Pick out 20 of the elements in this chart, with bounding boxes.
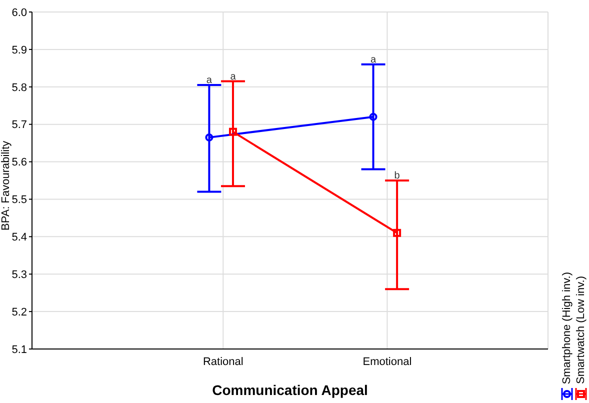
y-tick-label: 5.1 — [12, 344, 27, 356]
annotation: a — [230, 71, 236, 82]
y-axis-title: BPA: Favourability — [0, 140, 12, 230]
y-tick-label: 5.3 — [12, 269, 27, 282]
y-tick-label: 5.4 — [12, 232, 27, 244]
y-tick-label: 5.7 — [12, 119, 27, 132]
text: Smartwatch (Low inv.) — [575, 276, 587, 384]
annotation: a — [206, 75, 212, 86]
annotation: a — [370, 54, 376, 66]
y-tick-label: 5.6 — [12, 156, 27, 169]
text: Smartphone (High inv.) — [561, 272, 573, 384]
annotation: b — [394, 170, 400, 182]
y-tick-label: 6.0 — [12, 6, 27, 19]
y-tick-label: 5.8 — [12, 82, 27, 94]
x-tick-label: Rational — [202, 356, 244, 368]
y-tick-label: 5.2 — [12, 306, 27, 318]
y-tick-label: 5.5 — [12, 194, 27, 206]
x-axis-title: Communication Appeal — [212, 382, 368, 398]
y-tick-label: 5.9 — [12, 44, 27, 56]
x-tick-label: Emotional — [362, 356, 412, 368]
